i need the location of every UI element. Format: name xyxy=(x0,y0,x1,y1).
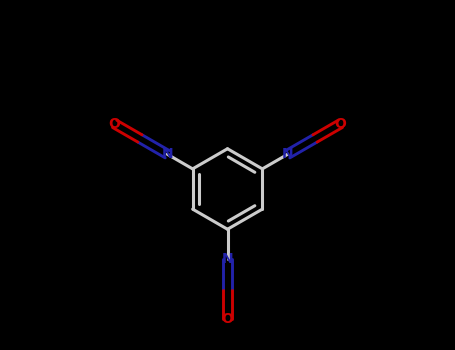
Text: N: N xyxy=(282,147,293,161)
Text: O: O xyxy=(109,117,121,131)
Text: O: O xyxy=(222,312,233,326)
Text: N: N xyxy=(222,252,233,266)
Text: O: O xyxy=(334,117,346,131)
Text: N: N xyxy=(162,147,173,161)
